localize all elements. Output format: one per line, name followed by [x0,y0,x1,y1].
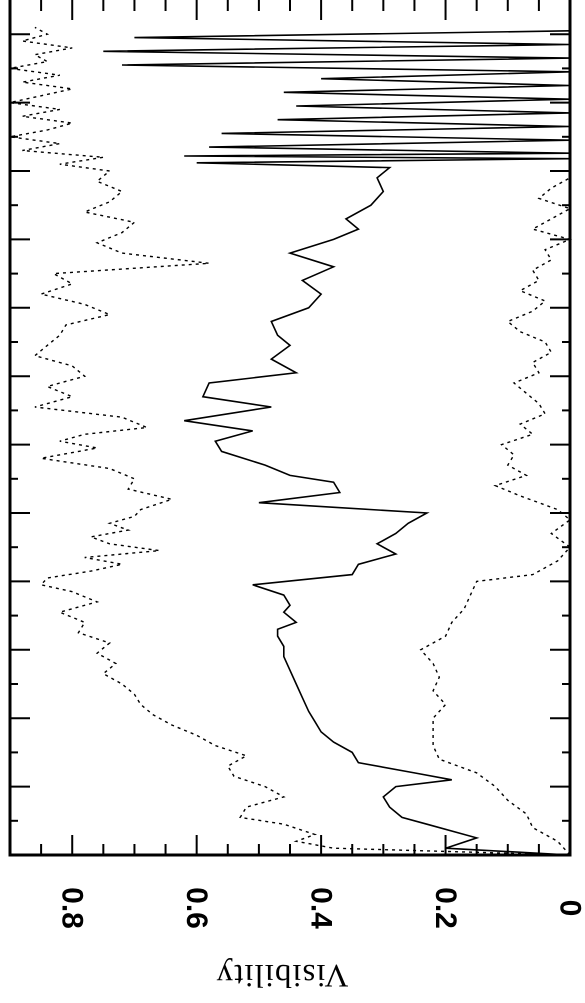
plot-area [8,0,573,857]
y-tick-labels: 0 0.2 0.4 0.6 0.8 [56,887,585,929]
y-tick-label: 0.6 [180,887,213,929]
series-line-1 [103,30,571,856]
series-layer [9,26,573,856]
series-line-3 [419,30,573,856]
y-tick-label: 0.8 [56,887,89,929]
y-axis-title: Visibility [216,957,349,993]
ticks-layer [9,0,571,855]
y-tick-label: 0.4 [305,887,338,929]
y-tick-label: 0 [554,900,585,917]
y-tick-label: 0.2 [429,887,462,929]
